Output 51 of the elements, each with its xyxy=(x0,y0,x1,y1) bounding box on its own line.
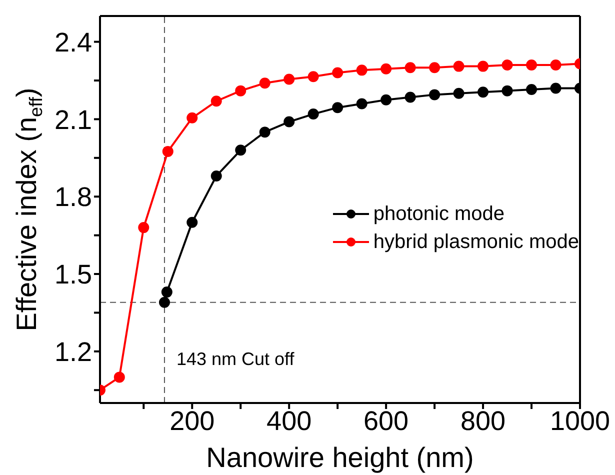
point xyxy=(235,144,246,156)
point xyxy=(550,82,562,94)
point xyxy=(526,60,538,71)
point xyxy=(186,112,198,124)
legend-label: hybrid plasmonic mode xyxy=(373,230,579,255)
x-axis-title: Nanowire height (nm) xyxy=(206,442,474,473)
point xyxy=(162,146,174,157)
point xyxy=(453,60,464,72)
point xyxy=(138,222,150,234)
point xyxy=(308,71,319,82)
point xyxy=(235,85,246,96)
x-tick-label: 400 xyxy=(266,406,312,436)
point xyxy=(380,63,392,74)
point xyxy=(186,216,198,228)
x-tick-label: 800 xyxy=(460,406,506,436)
point xyxy=(429,62,440,74)
point xyxy=(332,67,344,78)
point xyxy=(210,170,222,182)
y-tick-label: 1.8 xyxy=(54,182,92,212)
point xyxy=(526,84,538,96)
point xyxy=(478,86,489,98)
point xyxy=(161,286,172,298)
legend-label: photonic mode xyxy=(373,202,505,227)
point xyxy=(429,89,440,100)
point xyxy=(308,108,319,120)
point xyxy=(114,372,125,383)
ref-line-label: 143 nm Cut off xyxy=(176,349,296,369)
y-tick-label: 1.2 xyxy=(54,336,92,367)
point xyxy=(210,96,222,107)
point xyxy=(332,102,344,114)
point xyxy=(284,116,295,128)
point xyxy=(284,74,295,85)
point xyxy=(478,60,489,72)
point xyxy=(259,126,270,138)
point xyxy=(158,296,170,308)
y-tick-label: 1.5 xyxy=(54,260,92,290)
x-tick-label: 1000 xyxy=(550,406,610,436)
x-tick-label: 600 xyxy=(364,406,409,436)
point xyxy=(356,98,368,110)
point xyxy=(453,88,464,99)
y-tick-label: 2.4 xyxy=(54,27,92,58)
point xyxy=(380,94,392,106)
point xyxy=(502,85,513,96)
y-tick-label: 2.1 xyxy=(54,104,92,135)
point xyxy=(404,92,416,103)
point xyxy=(404,62,416,74)
point xyxy=(356,64,368,76)
point xyxy=(550,60,562,71)
point xyxy=(259,78,270,89)
point xyxy=(502,60,513,71)
x-tick-label: 200 xyxy=(170,406,215,436)
